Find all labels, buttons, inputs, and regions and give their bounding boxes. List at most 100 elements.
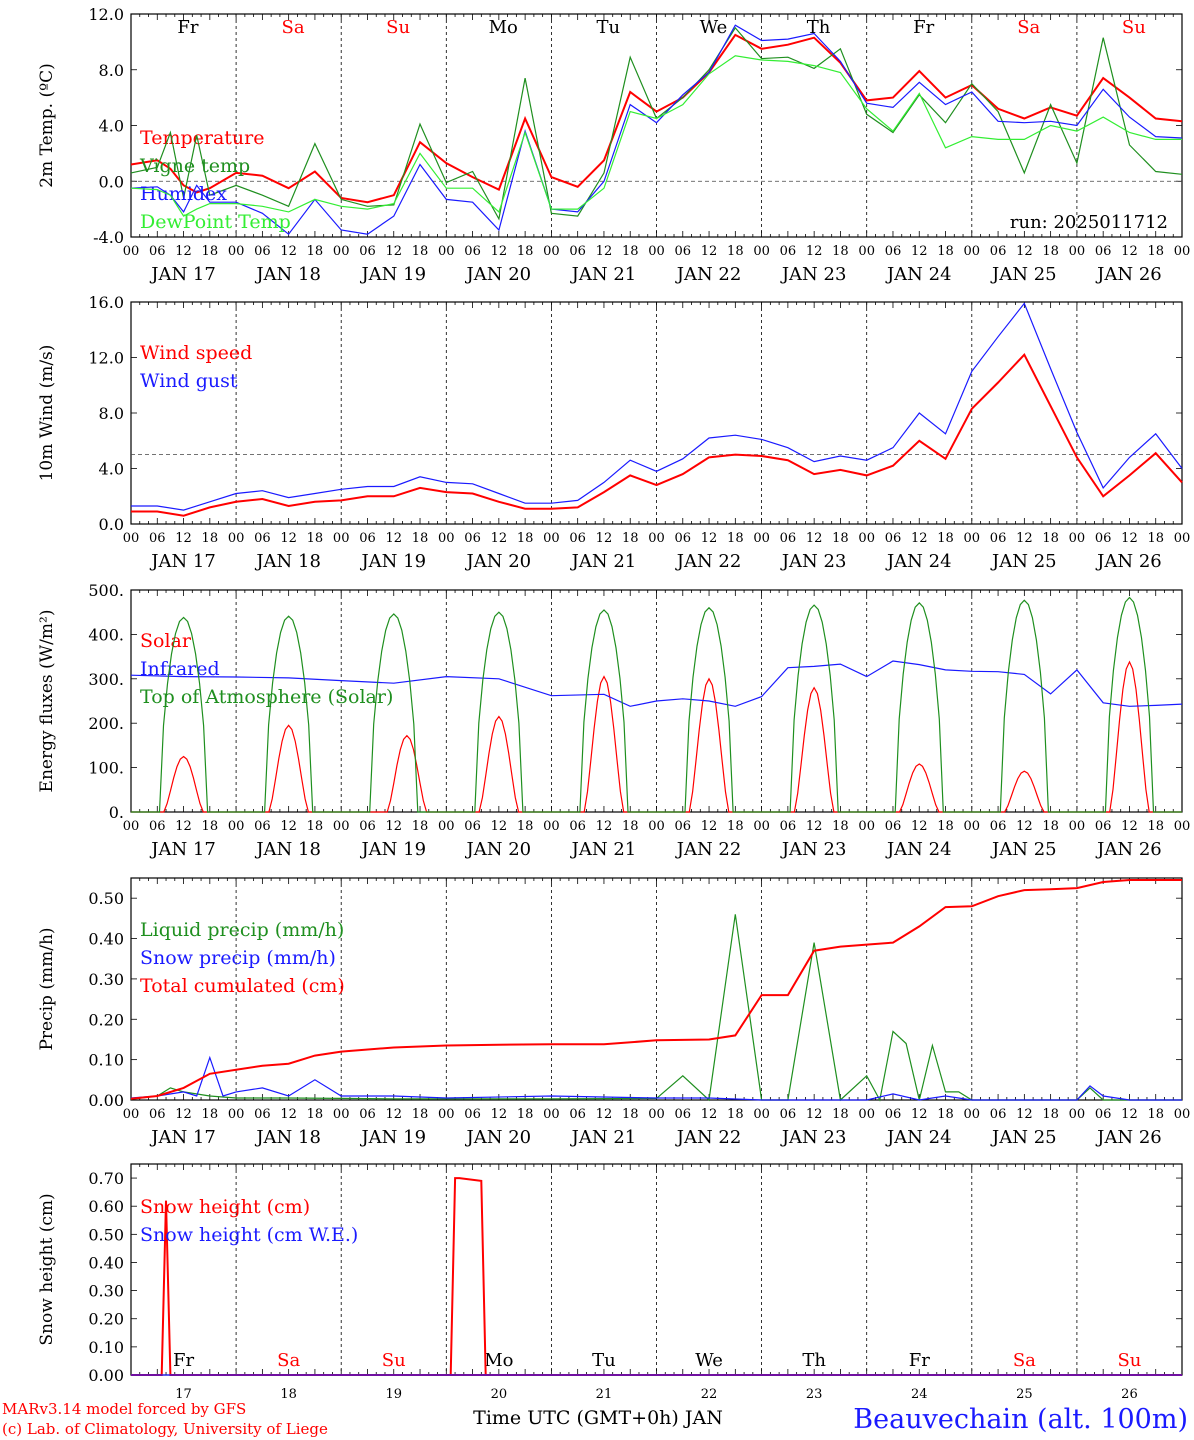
legend-entry: Vigne temp [139, 155, 250, 177]
date-label: JAN 19 [359, 264, 426, 285]
y-tick-label: 0.10 [88, 1051, 124, 1070]
day-abbr-label: Su [1122, 17, 1146, 38]
hour-tick-label: 18 [1147, 1107, 1164, 1122]
y-axis-label: Precip (mm/h) [37, 927, 57, 1050]
hour-tick-label: 06 [1095, 244, 1112, 259]
date-label: JAN 21 [570, 551, 637, 572]
day-number-label: 17 [175, 1387, 192, 1402]
day-abbr-label: Fr [173, 1350, 194, 1371]
hour-tick-label: 06 [990, 244, 1007, 259]
hour-tick-label: 18 [1147, 244, 1164, 259]
hour-tick-label: 00 [1069, 819, 1086, 834]
hour-tick-label: 06 [464, 531, 481, 546]
date-label: JAN 18 [254, 551, 321, 572]
day-abbr-label: Fr [913, 17, 934, 38]
hour-tick-label: 06 [359, 819, 376, 834]
date-label: JAN 22 [675, 551, 742, 572]
hour-tick-label: 12 [491, 819, 508, 834]
hour-tick-label: 12 [280, 819, 297, 834]
day-number-label: 26 [1121, 1387, 1138, 1402]
hour-tick-label: 00 [333, 244, 350, 259]
hour-tick-label: 12 [911, 531, 928, 546]
date-label: JAN 23 [780, 264, 847, 285]
y-tick-label: 0.50 [88, 889, 124, 908]
date-label: JAN 20 [465, 839, 532, 860]
hour-tick-label: 00 [333, 531, 350, 546]
legend-entry: Temperature [140, 127, 264, 149]
date-label: JAN 22 [675, 264, 742, 285]
hour-tick-label: 12 [596, 1107, 613, 1122]
date-label: JAN 24 [885, 1127, 952, 1148]
date-label: JAN 21 [570, 264, 637, 285]
date-label: JAN 19 [359, 839, 426, 860]
day-abbr-label: We [695, 1350, 723, 1371]
hour-tick-label: 12 [175, 531, 192, 546]
hour-tick-label: 12 [701, 1107, 718, 1122]
hour-tick-label: 06 [780, 1107, 797, 1122]
day-number-label: 23 [806, 1387, 823, 1402]
series-line [130, 879, 1182, 1100]
hour-tick-label: 06 [569, 819, 586, 834]
hour-tick-label: 18 [622, 819, 639, 834]
hour-tick-label: 00 [543, 244, 560, 259]
hour-tick-label: 18 [1147, 531, 1164, 546]
date-label: JAN 25 [990, 839, 1057, 860]
hour-tick-label: 00 [438, 531, 455, 546]
day-number-label: 18 [280, 1387, 297, 1402]
hour-tick-label: 12 [806, 244, 823, 259]
hour-tick-label: 18 [1042, 531, 1059, 546]
hour-tick-label: 18 [622, 531, 639, 546]
hour-tick-label: 00 [1174, 531, 1191, 546]
legend-entry: Solar [140, 630, 192, 652]
legend-entry: Wind gust [140, 370, 238, 392]
hour-tick-label: 00 [964, 1107, 981, 1122]
hour-tick-label: 06 [149, 244, 166, 259]
y-tick-label: 0.00 [88, 1366, 124, 1385]
hour-tick-label: 00 [228, 531, 245, 546]
hour-tick-label: 12 [175, 1107, 192, 1122]
footer-model-line: MARv3.14 model forced by GFS [2, 1400, 246, 1418]
hour-tick-label: 12 [1016, 1107, 1033, 1122]
day-abbr-label: Sa [277, 1350, 300, 1371]
hour-tick-label: 00 [543, 531, 560, 546]
hour-tick-label: 00 [1174, 244, 1191, 259]
panel-4: 0.00 0.10 0.20 0.30 0.40 0.50 Precip (mm/h) 00 0… [37, 877, 1190, 1148]
hour-tick-label: 06 [359, 531, 376, 546]
y-tick-label: 400. [88, 625, 124, 644]
hour-tick-label: 00 [753, 819, 770, 834]
legend-entry: Liquid precip (mm/h) [140, 919, 344, 941]
hour-tick-label: 06 [1095, 819, 1112, 834]
day-number-label: 21 [596, 1387, 613, 1402]
series-line [130, 26, 1183, 221]
hour-tick-label: 00 [964, 819, 981, 834]
day-abbr-label: Th [807, 17, 831, 38]
y-axis-label: 10m Wind (m/s) [37, 345, 57, 482]
hour-tick-label: 12 [911, 244, 928, 259]
hour-tick-label: 18 [832, 531, 849, 546]
date-label: JAN 26 [1095, 839, 1162, 860]
hour-tick-label: 12 [596, 244, 613, 259]
hour-tick-label: 12 [385, 819, 402, 834]
date-label: JAN 23 [780, 551, 847, 572]
hour-tick-label: 18 [307, 1107, 324, 1122]
hour-tick-label: 12 [491, 1107, 508, 1122]
hour-tick-label: 12 [280, 531, 297, 546]
hour-tick-label: 18 [727, 1107, 744, 1122]
hour-tick-label: 18 [622, 1107, 639, 1122]
hour-tick-label: 18 [937, 819, 954, 834]
date-label: JAN 20 [465, 551, 532, 572]
hour-tick-label: 12 [491, 244, 508, 259]
hour-tick-label: 06 [254, 244, 271, 259]
hour-tick-label: 12 [1016, 244, 1033, 259]
legend-entry: Top of Atmosphere (Solar) [140, 686, 393, 708]
hour-tick-label: 06 [885, 244, 902, 259]
series-line [449, 1177, 491, 1376]
date-label: JAN 17 [149, 1127, 216, 1148]
y-tick-label: 0.30 [88, 1282, 124, 1301]
hour-tick-label: 18 [517, 244, 534, 259]
date-label: JAN 21 [570, 1127, 637, 1148]
y-tick-label: 12.0 [88, 5, 124, 24]
y-tick-label: 4.0 [99, 117, 124, 136]
y-tick-label: 0.0 [99, 172, 124, 191]
hour-tick-label: 06 [885, 1107, 902, 1122]
